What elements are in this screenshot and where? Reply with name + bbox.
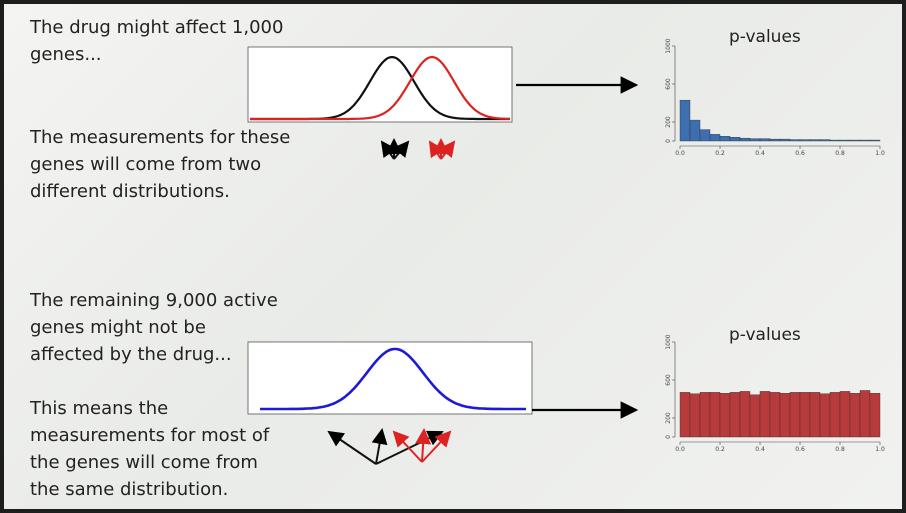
histogram-bar <box>719 136 731 142</box>
histogram-bar <box>779 138 791 142</box>
x-tick-label: 0.6 <box>795 446 805 453</box>
y-tick-label: 1000 <box>665 38 672 53</box>
histogram-bar <box>729 136 741 142</box>
x-tick-label: 0.2 <box>715 446 725 453</box>
histogram-bar <box>819 393 831 438</box>
histogram-bar <box>839 139 851 142</box>
histogram-bar <box>679 99 691 142</box>
histogram-bar <box>749 138 761 142</box>
chart-title: p-values <box>729 325 801 345</box>
y-tick-label: 200 <box>665 412 672 424</box>
histogram-bar <box>709 392 721 438</box>
y-tick-label: 1000 <box>665 334 672 349</box>
histogram-bar <box>739 391 751 438</box>
x-tick-label: 0.8 <box>835 446 845 453</box>
histogram-bar <box>779 393 791 438</box>
x-tick-label: 0.8 <box>835 150 845 157</box>
slide-text: The drug might affect 1,000 genes... <box>30 17 284 65</box>
histogram-bar <box>859 139 871 142</box>
histogram-bar <box>869 393 881 438</box>
x-tick-label: 1.0 <box>875 446 885 453</box>
slide: The drug might affect 1,000 genes... The… <box>4 4 902 509</box>
histogram-bar <box>759 138 771 142</box>
histogram-bar <box>749 394 761 438</box>
density-curve <box>250 55 511 121</box>
histogram-bar <box>719 393 731 438</box>
x-tick-label: 0.4 <box>755 446 765 453</box>
histogram-bar <box>869 139 881 142</box>
histogram-bar <box>849 139 861 142</box>
slide-text: This means the measurements for most of … <box>30 398 270 500</box>
histogram-bar <box>699 392 711 438</box>
histogram-bar <box>769 138 781 142</box>
histogram-bar <box>689 393 701 438</box>
sample-arrows <box>327 138 456 465</box>
histogram-bar <box>679 392 691 438</box>
chart-title: p-values <box>729 27 801 47</box>
density-curve <box>260 347 526 411</box>
histogram-bar <box>859 390 871 438</box>
histogram-bar <box>799 392 811 438</box>
histogram-bar <box>829 392 841 438</box>
histogram-bar <box>689 119 701 142</box>
x-tick-label: 0.4 <box>755 150 765 157</box>
histogram-bar <box>829 139 841 142</box>
histogram-bar <box>799 139 811 142</box>
histogram-bar <box>709 134 721 142</box>
x-tick-label: 0.0 <box>675 150 685 157</box>
y-tick-label: 200 <box>665 116 672 128</box>
y-tick-label: 0 <box>665 435 672 439</box>
histogram-bar <box>739 137 751 142</box>
figures: p-values 0 200 600 1000 0.0 0.2 0.4 0.6 0.8 1.0 p-v… <box>247 27 885 465</box>
y-tick-label: 600 <box>665 374 672 386</box>
histogram-bar <box>769 392 781 438</box>
y-tick-label: 0 <box>665 139 672 143</box>
top-density-plot <box>247 46 513 123</box>
histogram-bar <box>839 391 851 438</box>
histogram-bar <box>699 129 711 142</box>
histogram-bar <box>819 139 831 142</box>
histogram-bar <box>849 393 861 438</box>
slide-text: The remaining 9,000 active genes might n… <box>30 290 278 365</box>
x-tick-label: 0.0 <box>675 446 685 453</box>
y-tick-label: 600 <box>665 78 672 90</box>
slide-text: The measurements for these genes will co… <box>30 127 291 202</box>
x-tick-label: 0.6 <box>795 150 805 157</box>
histogram-bar <box>809 392 821 438</box>
histogram-bar <box>809 139 821 142</box>
bottom-density-plot <box>247 341 533 415</box>
x-tick-label: 0.2 <box>715 150 725 157</box>
histogram-bar <box>789 392 801 438</box>
histogram-bar <box>729 392 741 438</box>
histogram-bar <box>759 391 771 438</box>
x-tick-label: 1.0 <box>875 150 885 157</box>
histogram-bar <box>789 139 801 142</box>
